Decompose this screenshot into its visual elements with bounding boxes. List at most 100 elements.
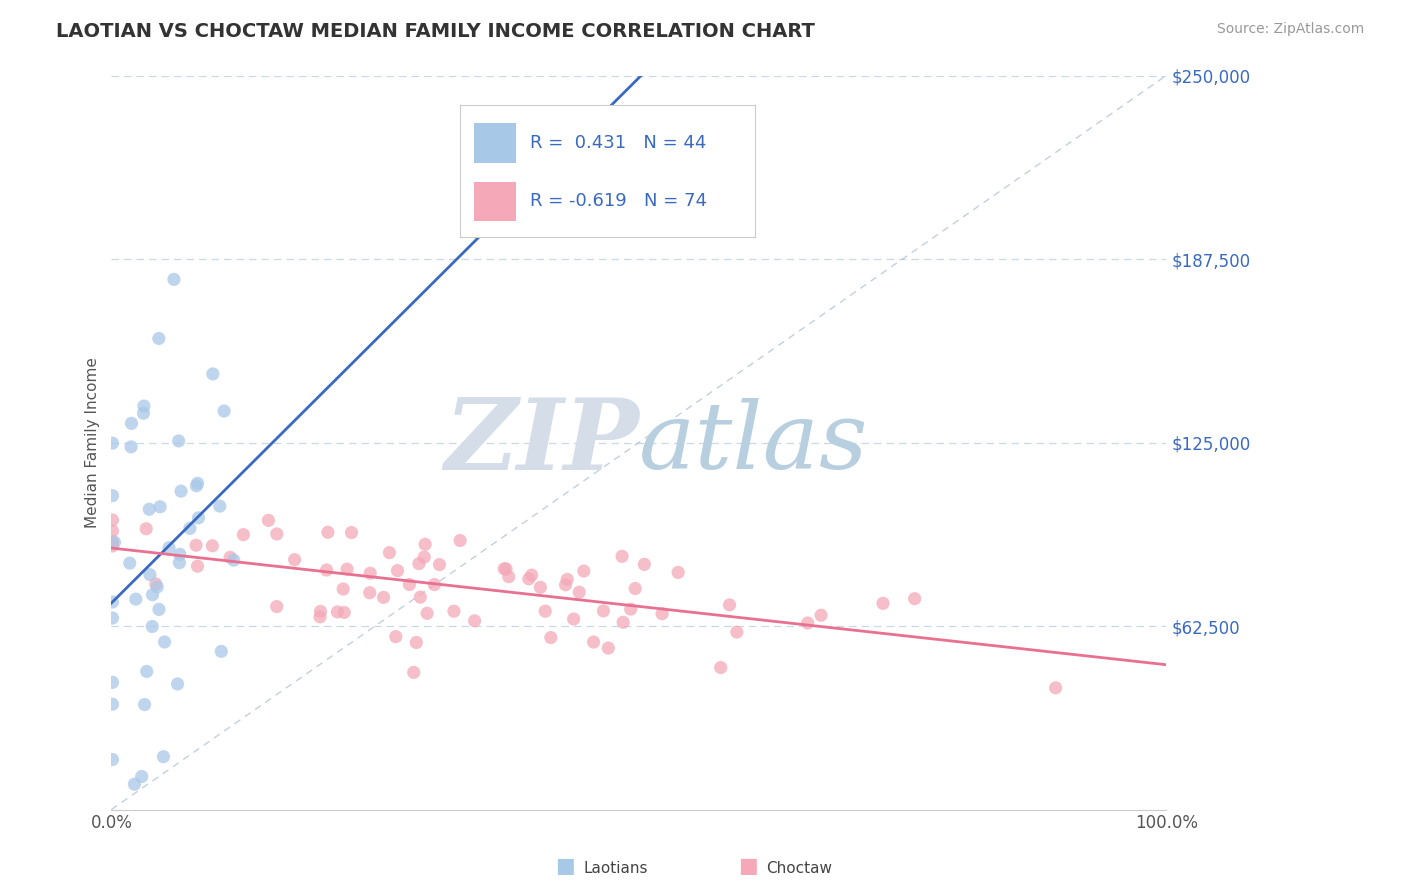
Point (212, 404, 235, 418)
Point (134, 698, 156, 712)
Point (540, 631, 562, 645)
Point (666, 566, 689, 580)
Point (101, 611, 124, 625)
Y-axis label: Median Family Income: Median Family Income (86, 357, 100, 528)
Text: LAOTIAN VS CHOCTAW MEDIAN FAMILY INCOME CORRELATION CHART: LAOTIAN VS CHOCTAW MEDIAN FAMILY INCOME … (56, 22, 815, 41)
Point (101, 698, 124, 712)
Point (495, 562, 517, 576)
Point (101, 513, 124, 527)
Point (149, 500, 172, 514)
Point (568, 585, 591, 599)
Point (284, 552, 307, 566)
Point (201, 539, 224, 553)
Point (266, 599, 288, 614)
Point (409, 590, 432, 604)
Point (378, 546, 401, 560)
Point (101, 753, 124, 767)
Point (209, 644, 232, 658)
Point (408, 557, 430, 571)
Point (517, 572, 540, 586)
Point (187, 511, 209, 525)
Point (170, 484, 193, 499)
Point (326, 605, 349, 619)
Point (359, 566, 381, 581)
Point (413, 550, 436, 565)
Point (163, 272, 186, 286)
Point (145, 577, 167, 591)
Point (135, 665, 157, 679)
Point (562, 612, 585, 626)
Point (138, 502, 160, 516)
Point (146, 580, 169, 594)
Point (429, 558, 451, 572)
Point (120, 440, 142, 454)
Point (101, 524, 124, 538)
Point (219, 550, 242, 565)
Point (232, 527, 254, 541)
Point (139, 567, 162, 582)
Point (554, 578, 576, 592)
Point (449, 533, 471, 548)
Point (384, 630, 406, 644)
Point (402, 665, 425, 680)
Point (872, 596, 894, 610)
Point (398, 577, 420, 591)
Point (725, 625, 748, 640)
Point (904, 591, 927, 606)
Point (118, 556, 141, 570)
Point (405, 635, 427, 649)
Point (498, 570, 520, 584)
Point (416, 607, 439, 621)
Point (208, 499, 231, 513)
Text: Laotians: Laotians (583, 861, 648, 876)
Point (612, 615, 634, 630)
Point (333, 606, 356, 620)
Point (624, 582, 647, 596)
Point (152, 749, 174, 764)
Point (148, 602, 170, 616)
Point (101, 436, 124, 450)
Point (266, 527, 288, 541)
Point (359, 586, 381, 600)
Point (1045, 681, 1067, 695)
Point (186, 559, 208, 574)
Point (103, 535, 125, 549)
Point (336, 562, 359, 576)
Text: ■: ■ (738, 856, 758, 876)
Point (633, 558, 655, 572)
Point (464, 614, 486, 628)
Point (186, 479, 208, 493)
Text: atlas: atlas (638, 398, 869, 488)
Point (141, 588, 163, 602)
Point (187, 476, 209, 491)
Point (184, 538, 207, 552)
Point (582, 635, 605, 649)
Point (169, 547, 191, 561)
Text: ZIP: ZIP (444, 394, 638, 491)
Point (101, 489, 124, 503)
Point (598, 641, 620, 656)
Point (555, 573, 578, 587)
Point (316, 525, 339, 540)
Point (373, 591, 395, 605)
Point (124, 777, 146, 791)
Point (257, 513, 280, 527)
Point (101, 539, 124, 553)
Point (132, 399, 155, 413)
Point (179, 521, 201, 535)
Point (141, 619, 163, 633)
Point (572, 564, 595, 578)
Point (101, 595, 124, 609)
Point (121, 417, 143, 431)
Point (166, 677, 188, 691)
Point (315, 563, 337, 577)
Point (520, 568, 543, 582)
Point (169, 556, 191, 570)
Point (423, 577, 446, 591)
Point (153, 635, 176, 649)
Point (592, 604, 614, 618)
Point (651, 607, 673, 621)
Point (309, 610, 332, 624)
Point (167, 434, 190, 448)
Point (529, 580, 551, 594)
